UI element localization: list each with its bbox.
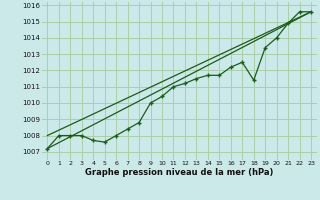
X-axis label: Graphe pression niveau de la mer (hPa): Graphe pression niveau de la mer (hPa) [85, 168, 273, 177]
